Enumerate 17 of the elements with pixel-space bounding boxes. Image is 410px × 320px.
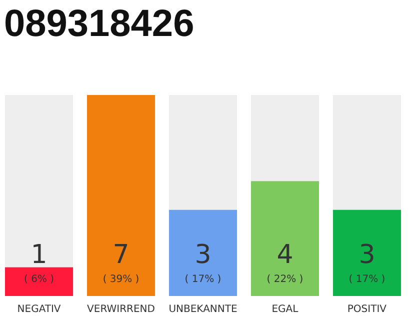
annotation: ( 17% ) xyxy=(184,274,222,285)
data-label: 3 xyxy=(358,240,376,270)
data-label: 3 xyxy=(194,240,212,270)
annotation: ( 22% ) xyxy=(266,274,304,285)
data-label: 1 xyxy=(30,240,48,270)
annotation: ( 39% ) xyxy=(102,274,140,285)
bar xyxy=(5,267,74,296)
x-tick-label: UNBEKANNTE xyxy=(168,304,238,315)
chart-title: 089318426 xyxy=(4,3,194,45)
data-label: 7 xyxy=(112,240,130,270)
annotation: ( 17% ) xyxy=(348,274,386,285)
x-tick-label: EGAL xyxy=(272,304,299,315)
data-label: 4 xyxy=(276,240,294,270)
x-tick-label: POSITIV xyxy=(347,304,387,315)
annotation: ( 6% ) xyxy=(24,274,54,285)
x-tick-label: NEGATIV xyxy=(17,304,61,315)
x-tick-label: VERWIRREND xyxy=(87,304,156,315)
